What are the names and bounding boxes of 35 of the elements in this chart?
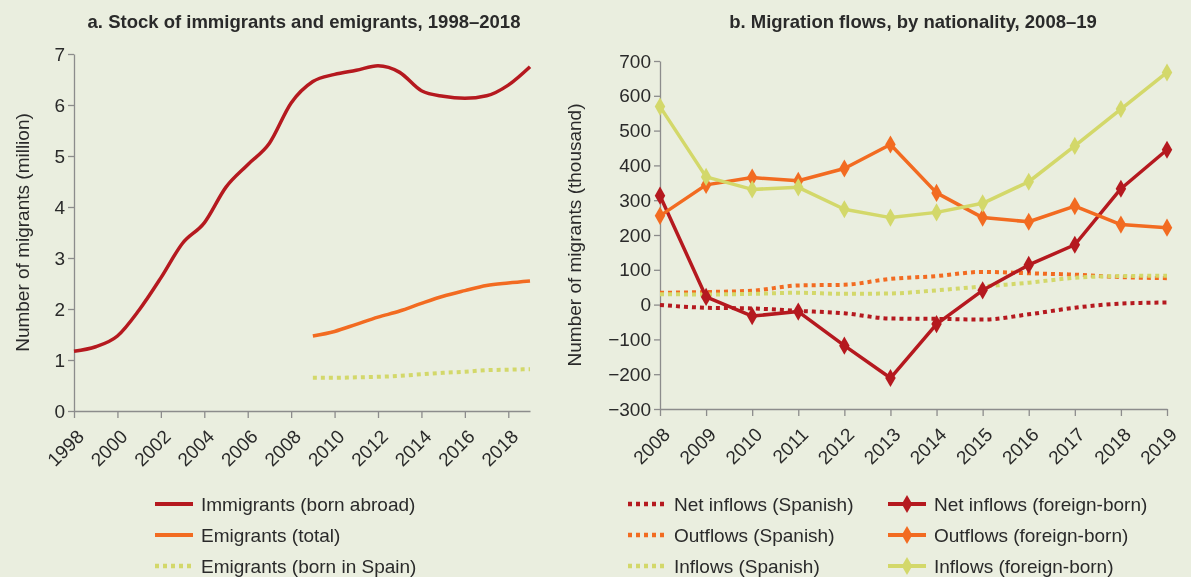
chart-title: b. Migration flows, by nationality, 2008–19 <box>729 11 1097 32</box>
y-tick-label: 7 <box>54 43 65 65</box>
y-tick-label: −300 <box>608 398 651 420</box>
legend-label: Outflows (foreign-born) <box>934 524 1129 546</box>
y-tick-label: 4 <box>54 196 66 218</box>
legend-label: Outflows (Spanish) <box>674 524 835 546</box>
legend-label: Inflows (Spanish) <box>674 555 820 577</box>
y-axis-title: Number of migrants (million) <box>11 113 33 352</box>
chart-title: a. Stock of immigrants and emigrants, 1998–2018 <box>87 11 521 32</box>
y-tick-label: 3 <box>54 247 65 269</box>
line-series <box>72 63 532 354</box>
line-series <box>311 279 532 338</box>
y-tick-label: 400 <box>619 154 651 176</box>
legend-label: Net inflows (foreign-born) <box>934 493 1148 515</box>
legend-label: Emigrants (total) <box>201 524 341 546</box>
y-tick-label: −200 <box>608 363 651 385</box>
y-tick-label: 700 <box>619 50 651 72</box>
y-axis-title: Number of migrants (thousand) <box>563 103 585 367</box>
legend-label: Immigrants (born abroad) <box>201 493 416 515</box>
y-tick-label: 200 <box>619 224 651 246</box>
y-tick-label: 0 <box>640 294 651 316</box>
y-tick-label: 100 <box>619 259 651 281</box>
legend-label: Inflows (foreign-born) <box>934 555 1114 577</box>
y-tick-label: 500 <box>619 120 651 142</box>
y-tick-label: 0 <box>54 400 65 422</box>
legend-label: Emigrants (born in Spain) <box>201 555 417 577</box>
y-tick-label: 5 <box>54 145 65 167</box>
y-tick-label: 600 <box>619 85 651 107</box>
y-tick-label: 2 <box>54 298 65 320</box>
legend-label: Net inflows (Spanish) <box>674 493 854 515</box>
line-series <box>310 367 532 380</box>
y-tick-label: 6 <box>54 94 65 116</box>
y-tick-label: 1 <box>54 349 65 371</box>
y-tick-label: 300 <box>619 189 651 211</box>
y-tick-label: −100 <box>608 328 651 350</box>
